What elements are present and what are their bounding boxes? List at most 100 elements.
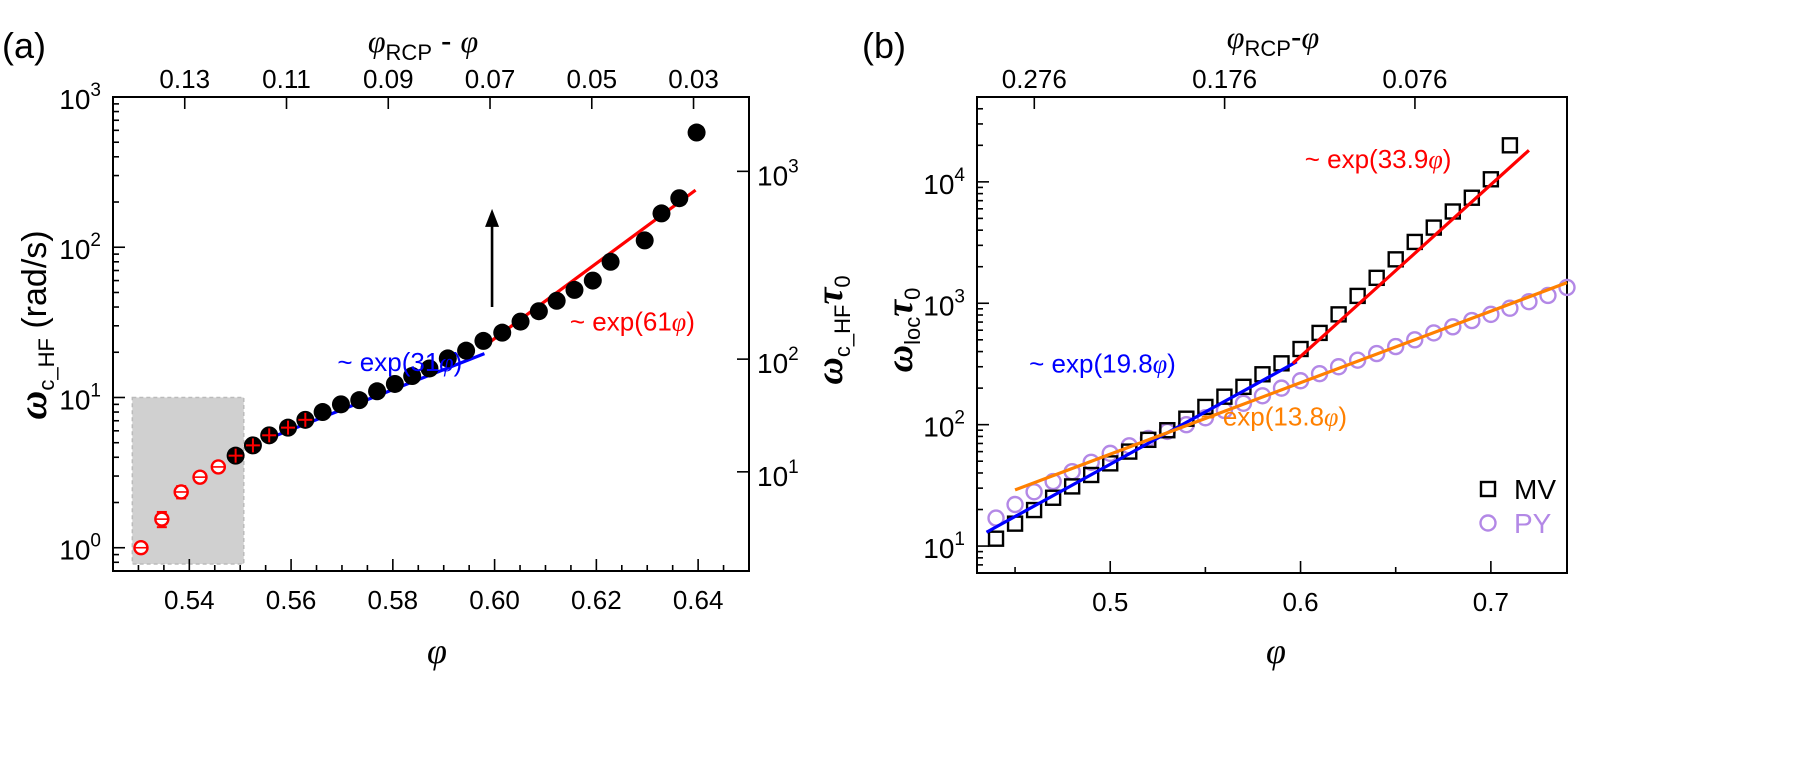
b-mv-point [1463, 189, 1481, 206]
a-filled-circle-point [331, 395, 350, 414]
a-top-axis-label: φRCP - φ [368, 23, 478, 65]
b-mv-point [1501, 137, 1519, 154]
b-fit-line [985, 360, 1298, 534]
a-x-tick-label: 0.64 [673, 585, 724, 615]
a-top-tick-label: 0.09 [363, 64, 414, 94]
b-py-point [1387, 337, 1405, 356]
b-mv-point [1406, 233, 1423, 251]
a-y-tick-label: 101 [59, 380, 101, 415]
b-py-point [1025, 483, 1043, 501]
a-filled-circle-point [635, 231, 654, 250]
b-py-point [1348, 351, 1367, 369]
b-x-axis-label: φ [1266, 631, 1286, 671]
a-shaded-region [131, 396, 245, 565]
b-mv-point [987, 530, 1005, 547]
panel-b-chart: 0.276 0.176 0.076 φRCP-φ 0.5 0.6 0.7 101 102 103 1… [879, 19, 1576, 671]
panel-label-a: (a) [2, 25, 46, 66]
b-py-point [1082, 453, 1100, 471]
b-py-point [1367, 344, 1386, 363]
a-filled-circle-point [601, 252, 620, 271]
b-py-point [1520, 293, 1538, 311]
b-y-tick-label: 102 [923, 408, 965, 443]
b-top-axis-label: φRCP-φ [1227, 19, 1320, 61]
a-filled-circle-point [368, 382, 387, 401]
b-legend-mv-marker [1479, 480, 1497, 498]
b-top-tick-label: 0.076 [1382, 64, 1447, 94]
b-fit-label: ~ exp(13.8φ) [1200, 402, 1347, 432]
b-legend-mv-label: MV [1514, 474, 1556, 505]
a-top-tick-label: 0.13 [159, 64, 210, 94]
a-top-tick-label: 0.03 [668, 64, 719, 94]
a-filled-circle-point [652, 204, 671, 223]
b-fit-line [1291, 149, 1531, 365]
b-fit-line [1014, 281, 1568, 492]
b-fit-label: ~ exp(33.9φ) [1305, 144, 1452, 174]
b-fit-label: ~ exp(19.8φ) [1029, 348, 1176, 378]
b-y-axis-label: ωlocτ0 [879, 288, 925, 373]
a-arrow-head [485, 208, 500, 227]
b-py-point [1234, 394, 1253, 412]
b-mv-point [1368, 269, 1385, 287]
b-mv-point [1063, 478, 1081, 495]
b-py-point [1558, 278, 1576, 297]
a-filled-circle-point [670, 189, 689, 208]
a-filled-circle-point [547, 291, 566, 310]
b-x-tick-label: 0.5 [1092, 587, 1128, 617]
a-filled-circle-point [313, 403, 332, 422]
a-right-axis-label: ωc_HFτ0 [809, 275, 855, 384]
a-filled-circle-point [420, 359, 439, 378]
plot-frame [112, 96, 750, 572]
a-y-tick-label: 100 [59, 531, 101, 566]
a-x-axis-label: φ [427, 631, 447, 671]
a-top-tick-label: 0.11 [262, 64, 311, 94]
a-filled-circle-point [385, 374, 404, 393]
b-y-tick-label: 104 [923, 165, 965, 200]
b-py-point [1406, 331, 1424, 349]
a-filled-circle-point [493, 323, 512, 342]
a-fit-label: ~ exp(61φ) [570, 306, 695, 336]
b-py-point [1101, 444, 1119, 463]
b-mv-point [1102, 455, 1119, 472]
b-top-tick-label: 0.176 [1192, 64, 1257, 94]
b-mv-point [1387, 251, 1404, 268]
b-py-point [1539, 286, 1557, 305]
a-filled-circle-point [403, 366, 422, 385]
a-filled-circle-point [474, 331, 493, 350]
b-y-tick-label: 103 [923, 286, 965, 321]
a-filled-circle-point [687, 123, 706, 142]
a-filled-circle-point [529, 302, 548, 321]
panel-a-chart: 0.13 0.11 0.09 0.07 0.05 0.03 φRCP - φ 101 102 10… [10, 23, 855, 671]
panel-label-b: (b) [862, 25, 906, 66]
b-x-tick-label: 0.6 [1282, 587, 1318, 617]
a-top-tick-label: 0.07 [465, 64, 516, 94]
b-legend-py-marker [1479, 514, 1497, 532]
a-filled-circle-point [457, 341, 476, 360]
b-mv-point [1082, 466, 1100, 484]
a-y-tick-label: 103 [59, 80, 101, 115]
b-top-tick-label: 0.276 [1002, 64, 1067, 94]
a-x-tick-label: 0.60 [469, 585, 520, 615]
a-x-tick-label: 0.58 [368, 585, 419, 615]
b-py-point [1006, 495, 1024, 514]
a-x-tick-label: 0.54 [164, 585, 215, 615]
a-filled-circle-point [350, 391, 369, 410]
b-x-tick-label: 0.7 [1473, 587, 1509, 617]
a-y-axis-label: ωc_HF (rad/s) [10, 230, 59, 419]
a-fit-label: ~ exp(31φ) [337, 347, 462, 377]
a-filled-circle-point [438, 349, 457, 368]
a-right-tick-label: 101 [757, 457, 799, 492]
a-right-tick-label: 102 [757, 344, 799, 379]
a-filled-circle-point [583, 271, 602, 290]
a-x-tick-label: 0.56 [266, 585, 317, 615]
a-filled-circle-point [511, 312, 530, 331]
a-filled-circle-point [565, 280, 584, 299]
a-y-tick-label: 102 [59, 230, 101, 265]
a-x-tick-label: 0.62 [571, 585, 622, 615]
b-y-tick-label: 101 [923, 529, 965, 564]
b-py-point [1425, 324, 1443, 342]
b-legend-py-label: PY [1514, 508, 1552, 539]
a-right-tick-label: 103 [757, 156, 799, 191]
a-top-tick-label: 0.05 [566, 64, 617, 94]
plot-frame [976, 96, 1568, 574]
